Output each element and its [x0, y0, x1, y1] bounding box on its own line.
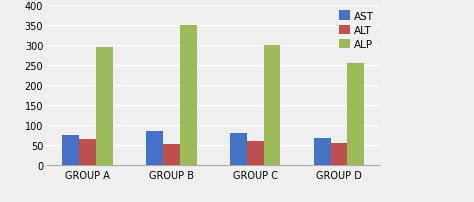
Bar [330, 143, 347, 166]
Bar [230, 133, 247, 166]
Bar [180, 26, 197, 166]
Legend: AST, ALT, ALP: AST, ALT, ALP [339, 11, 374, 50]
Bar [63, 135, 79, 166]
Bar [247, 141, 264, 166]
Bar [264, 46, 280, 166]
Bar [146, 132, 163, 166]
Bar [314, 139, 330, 166]
Bar [79, 140, 96, 166]
Bar [163, 144, 180, 166]
Bar [96, 48, 113, 166]
Bar [347, 64, 364, 166]
